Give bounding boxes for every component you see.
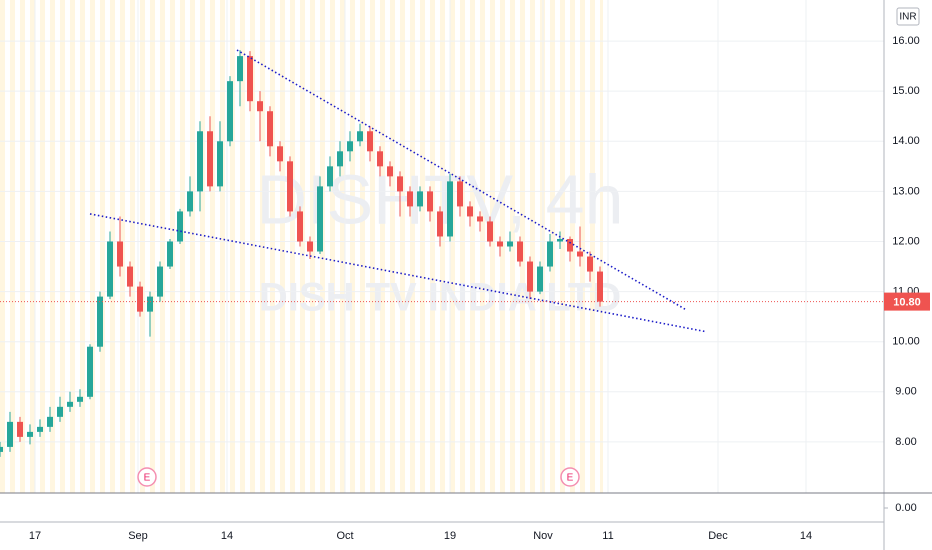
candle-body <box>557 238 563 242</box>
candle-body <box>527 261 533 292</box>
x-tick-label: 17 <box>29 530 41 542</box>
x-tick-label: Sep <box>128 530 148 542</box>
candle-body <box>167 241 173 267</box>
candle-body <box>137 286 143 312</box>
candle-body <box>37 426 43 432</box>
event-label: E <box>567 473 574 484</box>
candle-body <box>277 146 283 162</box>
currency: INR <box>899 12 916 23</box>
candle-body <box>367 131 373 152</box>
candle-body <box>537 266 543 292</box>
candle-body <box>217 141 223 187</box>
y-tick-label: 15.00 <box>892 85 920 97</box>
candle-body <box>317 186 323 252</box>
y-tick-label: 13.00 <box>892 185 920 197</box>
candle-body <box>67 401 73 407</box>
candle-body <box>517 241 523 262</box>
y-tick-label: 8.00 <box>895 436 916 448</box>
candle-body <box>307 241 313 252</box>
last-price-label: 10.80 <box>893 297 921 309</box>
candle-body <box>287 161 293 212</box>
candle-body <box>357 131 363 142</box>
candle-body <box>547 241 553 267</box>
candle-body <box>587 256 593 272</box>
trendline <box>89 213 707 333</box>
candle-body <box>107 241 113 297</box>
y-tick-label: 10.00 <box>892 336 920 348</box>
candle-body <box>567 238 573 252</box>
x-tick-label: Oct <box>336 530 353 542</box>
pane2-tick-label: 0.00 <box>895 502 916 514</box>
candle-body <box>227 81 233 142</box>
candle-body <box>27 431 33 437</box>
candle-body <box>297 211 303 242</box>
event-marker[interactable] <box>560 467 580 487</box>
last-price-box <box>884 292 930 311</box>
candle-body <box>327 166 333 187</box>
candle-body <box>447 181 453 237</box>
x-tick-label: Nov <box>533 530 553 542</box>
candle-body <box>127 266 133 287</box>
candle-body <box>117 241 123 267</box>
candle-body <box>387 166 393 177</box>
event-marker[interactable] <box>137 467 157 487</box>
candle-body <box>47 416 53 427</box>
y-tick-label: 14.00 <box>892 135 920 147</box>
candle-body <box>177 211 183 242</box>
candle-body <box>417 191 423 207</box>
candle-body <box>477 216 483 222</box>
x-tick-label: 19 <box>444 530 456 542</box>
watermark-sub: DISH TV INDIA LTD <box>259 276 621 320</box>
candle-body <box>397 176 403 192</box>
candle-body <box>347 141 353 152</box>
x-tick-label: Dec <box>708 530 728 542</box>
candle-body <box>337 151 343 167</box>
x-tick-label: 14 <box>800 530 812 542</box>
candle-body <box>87 346 93 397</box>
y-tick-label: 12.00 <box>892 235 920 247</box>
candle-body <box>257 101 263 112</box>
candle-body <box>157 266 163 297</box>
event-label: E <box>144 473 151 484</box>
candle-body <box>427 191 433 212</box>
candle-body <box>0 446 3 452</box>
candle-body <box>507 241 513 247</box>
candle-body <box>467 206 473 217</box>
candle-body <box>597 271 603 302</box>
currency-box[interactable] <box>896 7 920 26</box>
candle-body <box>207 131 213 187</box>
candle-body <box>7 421 13 447</box>
candle-body <box>487 221 493 242</box>
candle-body <box>457 181 463 207</box>
candle-body <box>147 296 153 312</box>
candle-body <box>497 241 503 247</box>
candle-body <box>577 251 583 257</box>
candle-body <box>247 56 253 102</box>
x-tick-label: 11 <box>602 530 613 542</box>
candle-body <box>17 421 23 437</box>
candle-body <box>187 191 193 212</box>
candle-body <box>267 111 273 147</box>
y-tick-label: 16.00 <box>892 35 920 47</box>
candle-body <box>437 211 443 237</box>
y-tick-label: 9.00 <box>895 386 916 398</box>
x-tick-label: 14 <box>221 530 233 542</box>
candle-body <box>197 131 203 192</box>
candle-body <box>377 151 383 167</box>
candle-body <box>97 296 103 347</box>
candle-body <box>77 396 83 402</box>
candle-body <box>57 406 63 417</box>
candle-body <box>407 191 413 207</box>
candle-body <box>237 56 243 82</box>
